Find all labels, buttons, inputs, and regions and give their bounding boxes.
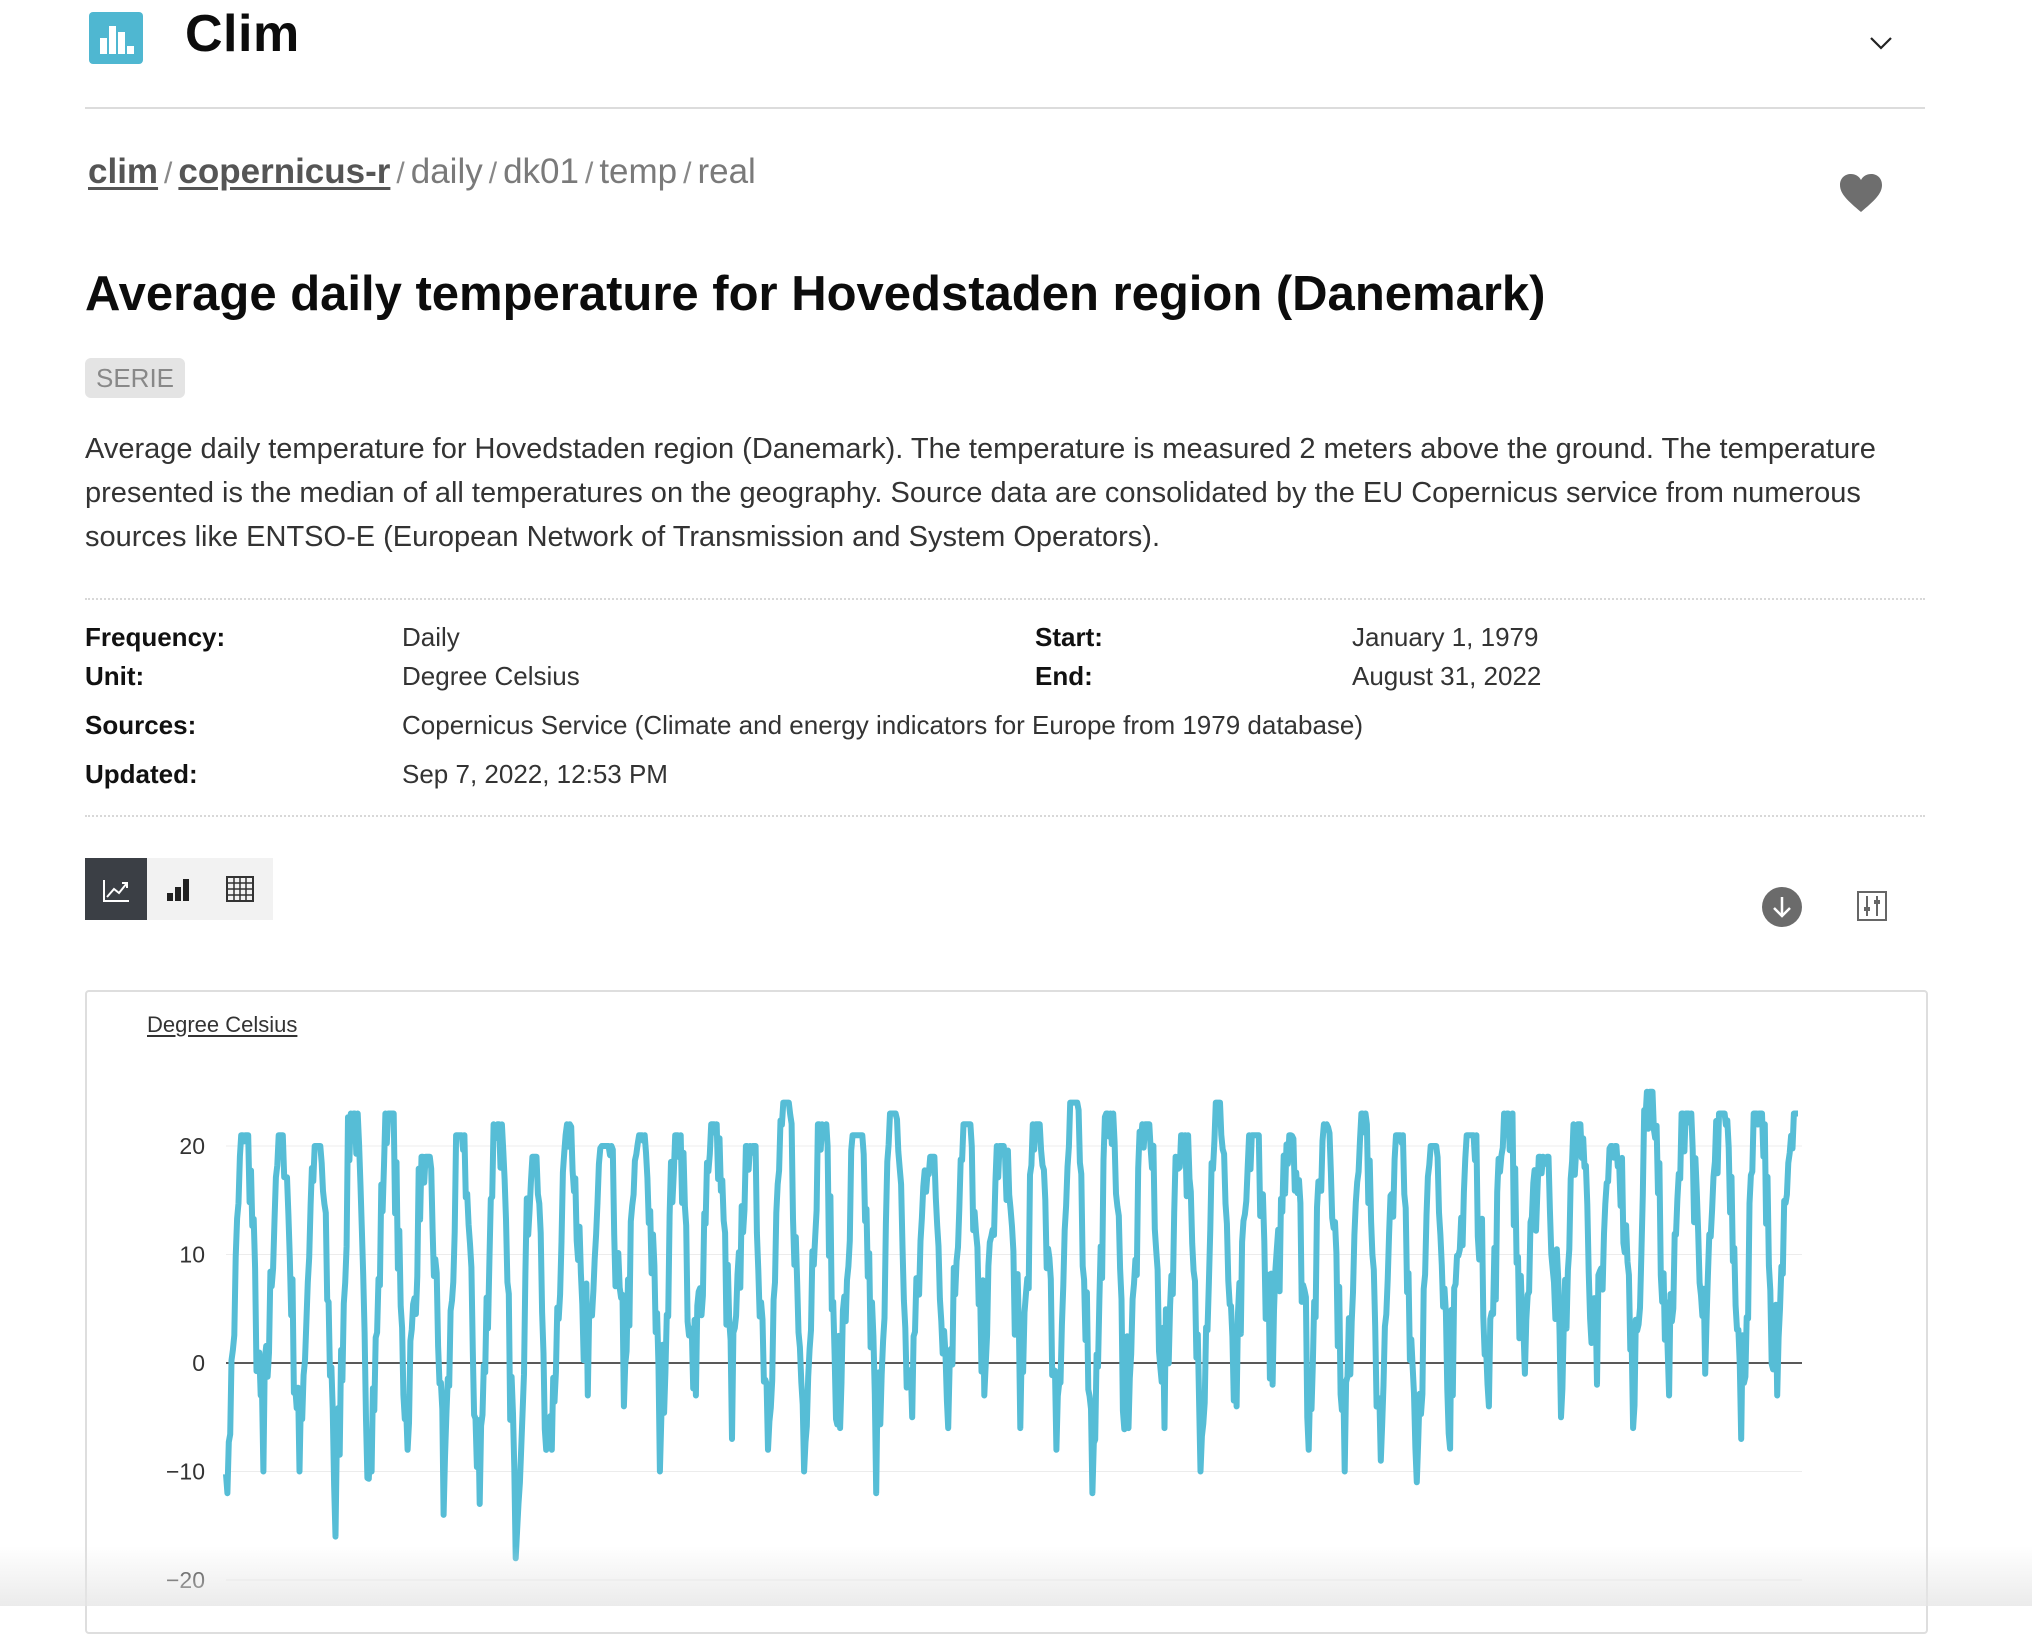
y-tick-label: 0	[192, 1350, 205, 1376]
view-switcher	[85, 858, 273, 920]
chevron-down-icon[interactable]	[1867, 28, 1895, 56]
breadcrumb-separator: /	[164, 157, 173, 190]
bar-chart-view-button[interactable]	[147, 858, 209, 920]
unit-value: Degree Celsius	[402, 661, 580, 691]
page-title: Average daily temperature for Hovedstade…	[85, 267, 1546, 321]
bar-chart-logo-icon[interactable]	[89, 12, 143, 64]
y-tick-label: 20	[179, 1133, 205, 1159]
line-chart-view-button[interactable]	[85, 858, 147, 920]
serie-badge: SERIE	[85, 358, 186, 398]
breadcrumb-separator: /	[584, 157, 594, 190]
line-chart-icon	[103, 880, 129, 902]
breadcrumb-separator: /	[683, 157, 692, 190]
breadcrumb-segment: daily	[410, 152, 483, 191]
brand-name[interactable]: Clim	[185, 5, 300, 63]
updated-label: Updated:	[85, 759, 198, 789]
sources-value: Copernicus Service (Climate and energy i…	[402, 710, 1364, 740]
sources-label: Sources:	[85, 710, 197, 740]
chart-container	[85, 990, 1928, 1634]
y-tick-label: −10	[166, 1459, 205, 1485]
breadcrumb-separator: /	[488, 157, 498, 190]
frequency-value: Daily	[402, 622, 460, 652]
breadcrumb-segment: dk01	[503, 152, 579, 191]
start-label: Start:	[1035, 622, 1103, 652]
breadcrumb-segment: real	[697, 152, 756, 191]
sliders-icon[interactable]	[1856, 890, 1888, 922]
breadcrumb-link-copernicus-r[interactable]: copernicus-r	[178, 152, 391, 191]
breadcrumb: clim / copernicus-r / daily / dk01/temp / real	[88, 152, 756, 192]
breadcrumb-link-clim[interactable]: clim	[88, 152, 159, 191]
breadcrumb-separator: /	[396, 157, 405, 190]
table-view-button[interactable]	[209, 858, 271, 920]
y-tick-label: −20	[166, 1567, 205, 1593]
end-value: August 31, 2022	[1352, 661, 1542, 691]
end-label: End:	[1035, 661, 1093, 691]
bar-chart-icon	[167, 879, 189, 901]
table-grid-icon	[226, 876, 254, 902]
start-value: January 1, 1979	[1352, 622, 1539, 652]
divider	[85, 598, 1925, 600]
frequency-label: Frequency:	[85, 622, 226, 652]
heart-icon[interactable]	[1838, 172, 1884, 214]
breadcrumb-segment: temp	[599, 152, 678, 191]
unit-label: Unit:	[85, 661, 145, 691]
y-tick-label: 10	[179, 1242, 205, 1268]
divider	[85, 815, 1925, 817]
series-description: Average daily temperature for Hovedstade…	[85, 433, 1876, 553]
download-icon[interactable]	[1761, 886, 1803, 928]
temperature-series-line[interactable]	[223, 1088, 1800, 1562]
updated-value: Sep 7, 2022, 12:53 PM	[402, 759, 668, 789]
y-axis-unit-label[interactable]: Degree Celsius	[147, 1012, 298, 1037]
app-header: Clim	[85, 0, 1925, 109]
